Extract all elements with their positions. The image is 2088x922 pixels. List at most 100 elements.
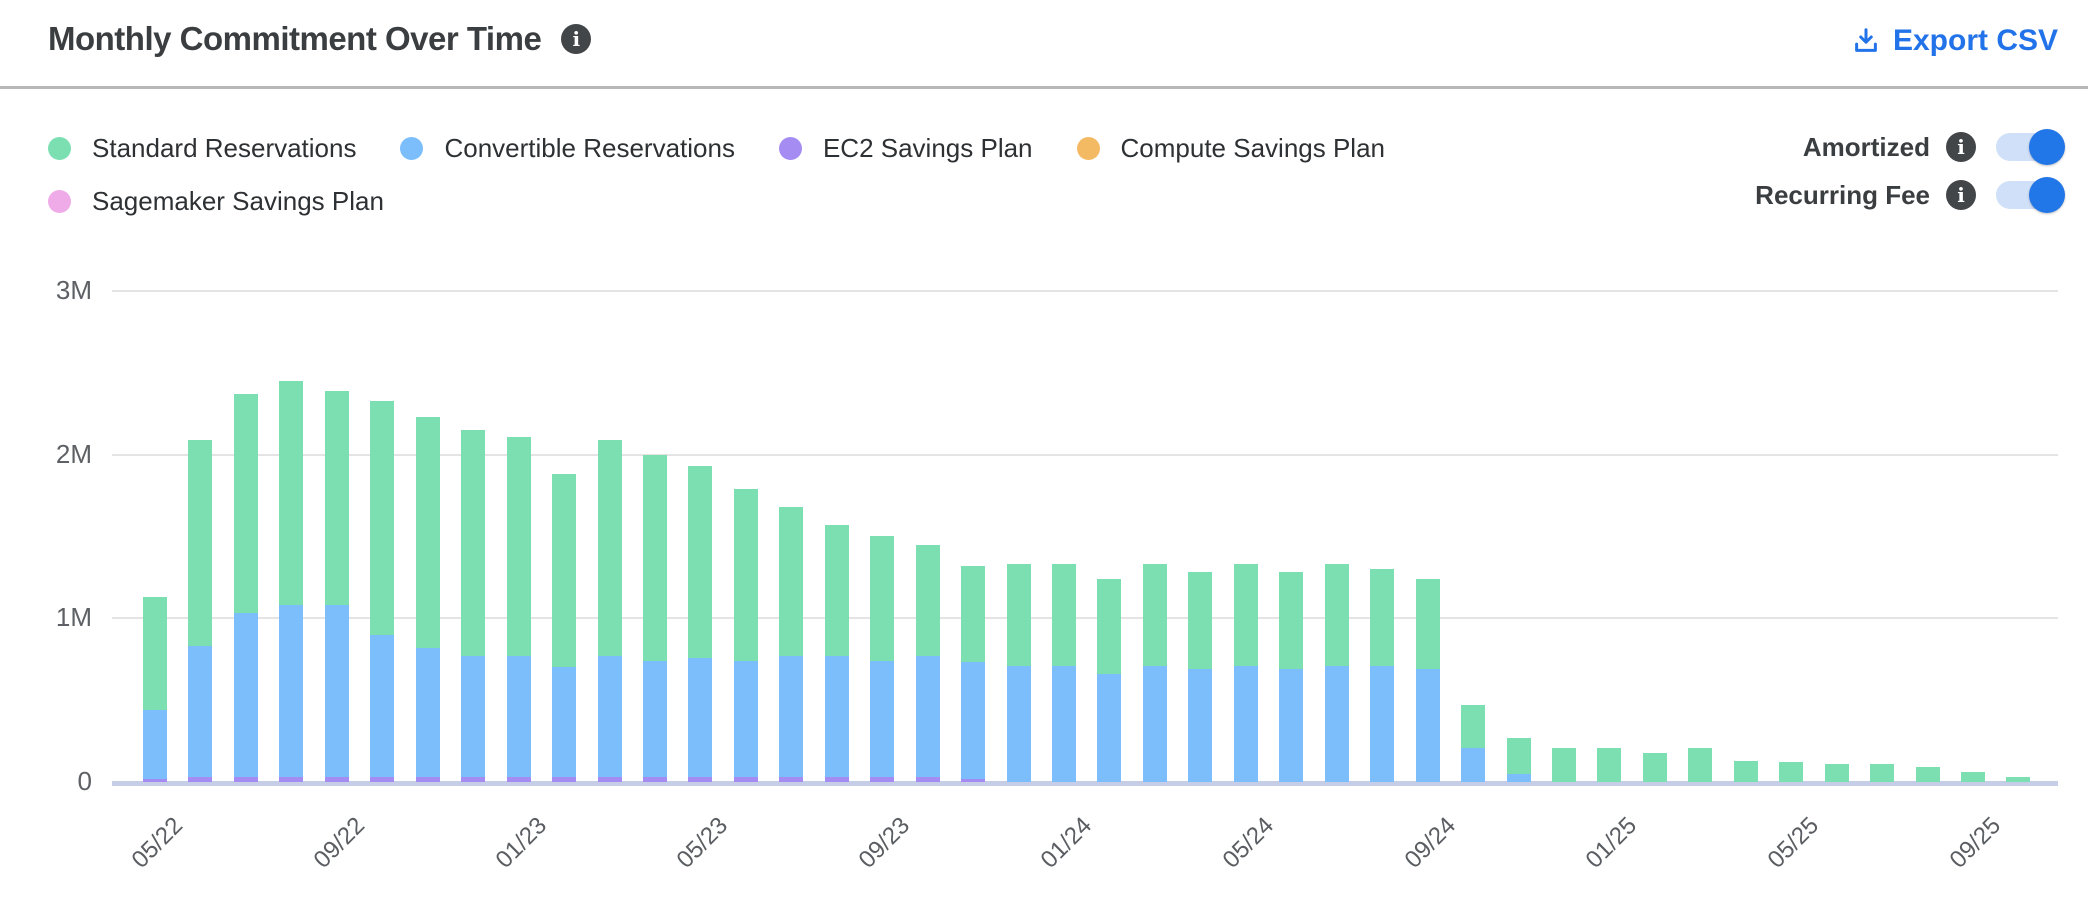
bar-06-23[interactable] [733, 488, 758, 782]
bar-segment-standard-reservations [1142, 564, 1167, 666]
bar-05-22[interactable] [143, 597, 167, 782]
x-axis-label-05-25: 05/25 [1762, 812, 1825, 874]
bar-segment-convertible-reservations [688, 657, 713, 778]
legend-item-compute-savings-plan[interactable]: Compute Savings Plan [1076, 133, 1385, 164]
legend-item-ec2-savings-plan[interactable]: EC2 Savings Plan [778, 133, 1033, 164]
legend-dot-sagemaker-savings-plan [48, 190, 71, 213]
bar-06-25[interactable] [1824, 763, 1849, 782]
amortized-toggle[interactable] [1996, 129, 2065, 165]
legend-item-sagemaker-savings-plan[interactable]: Sagemaker Savings Plan [48, 186, 384, 217]
bar-12-22[interactable] [461, 430, 486, 782]
bar-02-25[interactable] [1642, 752, 1667, 782]
header-divider [0, 86, 2088, 89]
bar-segment-standard-reservations [461, 430, 486, 656]
bar-10-24[interactable] [1461, 705, 1486, 782]
bar-07-24[interactable] [1324, 564, 1349, 782]
x-axis-label-05-22: 05/22 [126, 812, 189, 874]
bar-07-22[interactable] [233, 394, 258, 782]
title-info-icon[interactable]: i [561, 24, 592, 54]
recurring-fee-toggle-knob[interactable] [2029, 177, 2065, 213]
page-title: Monthly Commitment Over Time [48, 20, 542, 57]
bar-09-23[interactable] [870, 536, 895, 782]
bar-segment-standard-reservations [870, 536, 895, 661]
bar-segment-standard-reservations [1961, 772, 1985, 782]
y-axis-label-0: 0 [77, 766, 92, 796]
bar-06-24[interactable] [1279, 572, 1304, 782]
bar-01-24[interactable] [1052, 564, 1076, 782]
bar-04-25[interactable] [1733, 760, 1758, 782]
x-axis-label-01-23: 01/23 [490, 812, 552, 874]
bar-05-25[interactable] [1779, 762, 1804, 782]
recurring-fee-toggle[interactable] [1996, 177, 2065, 213]
bar-07-23[interactable] [779, 506, 804, 782]
bar-01-23[interactable] [506, 436, 531, 782]
bar-08-22[interactable] [279, 380, 304, 782]
bar-segment-standard-reservations [1052, 564, 1076, 666]
bar-02-23[interactable] [552, 474, 577, 782]
bar-segment-convertible-reservations [1370, 665, 1395, 782]
x-axis-label-09-22: 09/22 [308, 812, 370, 874]
bar-segment-standard-reservations [597, 439, 622, 656]
bar-09-25[interactable] [1961, 772, 1985, 782]
bar-11-23[interactable] [961, 565, 986, 782]
legend-row: Sagemaker Savings Plan [48, 186, 1385, 217]
bar-08-24[interactable] [1370, 569, 1395, 782]
bar-12-23[interactable] [1006, 564, 1031, 782]
bar-segment-convertible-reservations [1279, 669, 1304, 782]
bar-segment-standard-reservations [1779, 762, 1804, 782]
bar-10-23[interactable] [915, 544, 940, 782]
bar-02-24[interactable] [1097, 579, 1122, 782]
bar-03-25[interactable] [1688, 747, 1713, 782]
bar-segment-standard-reservations [1370, 569, 1395, 666]
bar-10-22[interactable] [370, 400, 395, 782]
bar-05-23[interactable] [688, 466, 713, 782]
legend-label: Compute Savings Plan [1120, 133, 1385, 163]
amortized-info-icon[interactable]: i [1946, 132, 1976, 162]
bar-06-22[interactable] [188, 439, 213, 782]
bar-segment-standard-reservations [824, 524, 849, 656]
bar-segment-ec2-savings-plan [779, 777, 804, 782]
bar-04-24[interactable] [1188, 572, 1213, 782]
bar-segment-standard-reservations [1006, 564, 1031, 666]
bar-segment-standard-reservations [415, 416, 440, 648]
legend-item-convertible-reservations[interactable]: Convertible Reservations [400, 133, 735, 164]
bar-segment-convertible-reservations [1233, 665, 1258, 782]
x-axis-label-01-25: 01/25 [1580, 812, 1643, 874]
export-csv-button[interactable]: Export CSV [1851, 24, 2058, 58]
gridline-1M [112, 617, 2058, 620]
bar-segment-convertible-reservations [370, 634, 395, 778]
bar-07-25[interactable] [1870, 763, 1895, 782]
bar-05-24[interactable] [1233, 564, 1258, 782]
bar-segment-convertible-reservations [1324, 665, 1349, 782]
bar-12-24[interactable] [1551, 747, 1576, 782]
bar-08-25[interactable] [1915, 767, 1940, 782]
recurring-fee-info-icon[interactable]: i [1946, 180, 1976, 210]
bar-segment-standard-reservations [370, 400, 395, 635]
x-axis-label-05-24: 05/24 [1217, 812, 1279, 874]
bar-10-25[interactable] [2006, 777, 2031, 782]
bar-11-24[interactable] [1506, 737, 1531, 782]
bar-03-24[interactable] [1142, 564, 1167, 782]
bar-segment-standard-reservations [1915, 767, 1940, 782]
bar-segment-ec2-savings-plan [961, 778, 986, 782]
bar-11-22[interactable] [415, 416, 440, 782]
bar-segment-convertible-reservations [279, 605, 304, 778]
bar-04-23[interactable] [642, 454, 667, 782]
amortized-toggle-knob[interactable] [2029, 129, 2065, 165]
bar-09-24[interactable] [1415, 579, 1440, 782]
recurring-fee-toggle-label: Recurring Fee [1755, 179, 1930, 210]
bar-08-23[interactable] [824, 524, 849, 782]
x-axis-label-09-24: 09/24 [1399, 812, 1461, 874]
bar-segment-ec2-savings-plan [188, 777, 213, 782]
bar-segment-standard-reservations [915, 544, 940, 656]
bar-segment-ec2-savings-plan [642, 777, 667, 782]
bar-segment-standard-reservations [1551, 747, 1576, 782]
bar-01-25[interactable] [1597, 747, 1622, 782]
bar-segment-standard-reservations [143, 597, 167, 710]
legend-item-standard-reservations[interactable]: Standard Reservations [48, 133, 356, 164]
bar-09-22[interactable] [324, 390, 349, 782]
bar-segment-standard-reservations [1233, 564, 1258, 666]
bar-03-23[interactable] [597, 439, 622, 782]
bar-segment-ec2-savings-plan [915, 777, 940, 782]
bar-segment-standard-reservations [1688, 747, 1713, 782]
